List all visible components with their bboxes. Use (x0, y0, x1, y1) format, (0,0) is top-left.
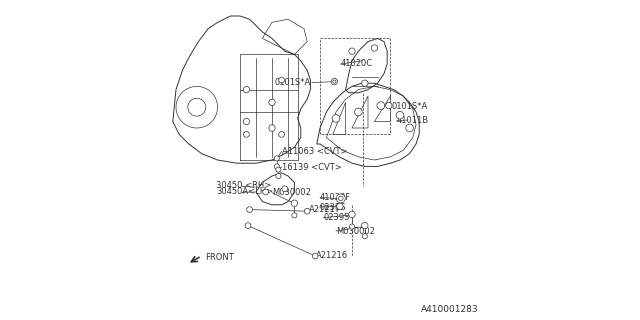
Circle shape (279, 132, 285, 137)
Text: M030002: M030002 (272, 188, 311, 197)
Text: A11063 <CVT>: A11063 <CVT> (282, 147, 348, 156)
Circle shape (332, 115, 340, 122)
Text: 0238S: 0238S (319, 203, 346, 212)
Text: 41011B: 41011B (397, 116, 429, 125)
Circle shape (333, 80, 336, 83)
Circle shape (349, 48, 355, 54)
Circle shape (339, 196, 343, 201)
Circle shape (291, 200, 298, 206)
Text: 30450 <RH>: 30450 <RH> (216, 181, 271, 190)
Circle shape (275, 164, 280, 169)
Circle shape (292, 213, 297, 218)
Circle shape (269, 125, 275, 131)
Circle shape (337, 203, 343, 210)
Text: 41020F: 41020F (320, 193, 351, 202)
Circle shape (276, 167, 281, 172)
Circle shape (245, 223, 251, 228)
Text: 30450A<LH>: 30450A<LH> (216, 188, 273, 196)
Circle shape (305, 208, 310, 214)
Circle shape (349, 211, 355, 218)
Circle shape (276, 173, 281, 179)
Circle shape (385, 102, 392, 109)
Circle shape (243, 132, 250, 137)
Text: 16139 <CVT>: 16139 <CVT> (282, 163, 342, 172)
Text: A21217: A21217 (309, 205, 341, 214)
Circle shape (349, 224, 355, 229)
Text: 0101S*A: 0101S*A (274, 78, 310, 87)
Circle shape (263, 189, 269, 195)
Circle shape (243, 118, 250, 125)
Circle shape (188, 98, 206, 116)
Text: 41020C: 41020C (340, 60, 373, 68)
Circle shape (312, 253, 318, 259)
Text: 0239S: 0239S (323, 213, 349, 222)
Text: A21216: A21216 (316, 251, 348, 260)
Text: 0101S*A: 0101S*A (392, 102, 428, 111)
Text: A410001283: A410001283 (420, 305, 479, 314)
Circle shape (279, 77, 285, 83)
Circle shape (371, 45, 378, 51)
Text: FRONT: FRONT (205, 253, 234, 262)
Circle shape (377, 102, 385, 109)
Circle shape (269, 99, 275, 106)
Circle shape (332, 78, 338, 85)
Text: M030002: M030002 (336, 227, 375, 236)
Circle shape (362, 80, 368, 86)
Circle shape (355, 108, 362, 116)
Circle shape (275, 156, 280, 161)
Circle shape (396, 111, 404, 119)
Circle shape (362, 234, 367, 239)
Circle shape (176, 86, 218, 128)
Circle shape (337, 194, 346, 203)
Circle shape (247, 207, 253, 212)
Circle shape (282, 186, 288, 192)
Circle shape (243, 86, 250, 93)
Circle shape (362, 222, 368, 229)
Circle shape (406, 124, 413, 132)
